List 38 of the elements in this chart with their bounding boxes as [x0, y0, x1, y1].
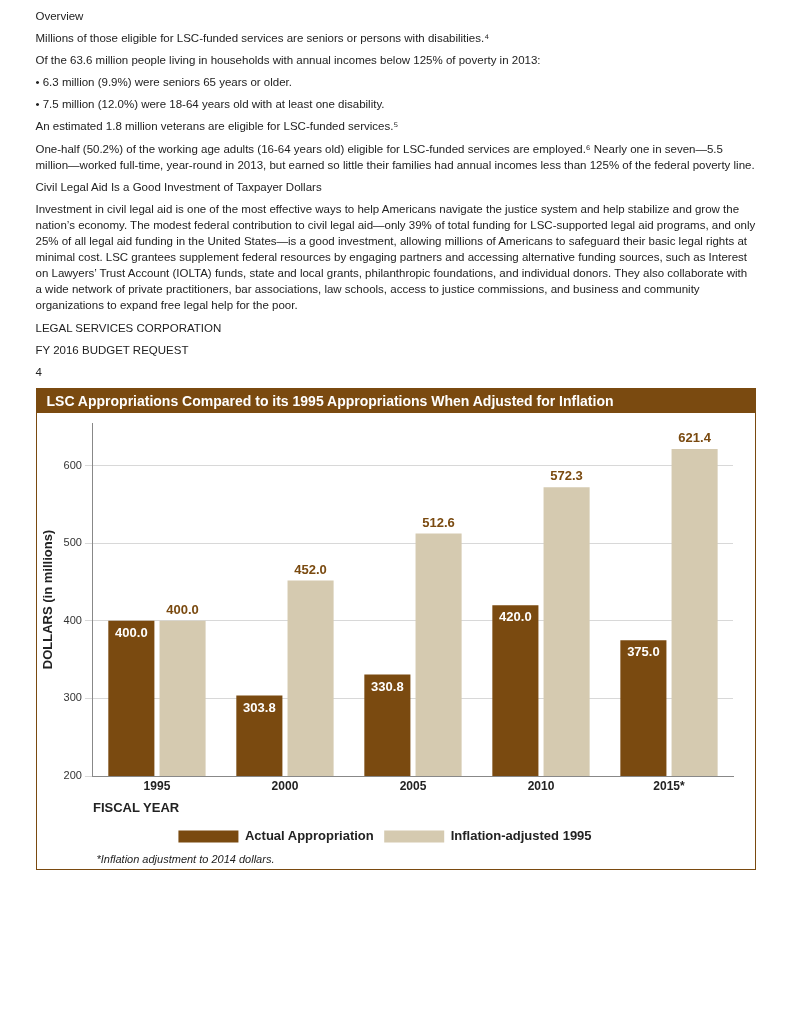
- text: FY 2016 BUDGET REQUEST: [35, 342, 190, 358]
- data-label: 420.0: [498, 609, 532, 625]
- x-tick-label: 2015*: [652, 778, 685, 793]
- y-tick-label: 200: [63, 768, 82, 781]
- legend-label: Actual Appropriation: [244, 827, 374, 843]
- text: Investment in civil legal aid is one of the most effective ways to help Americans navigate the justice system and help stabilize and grow the nation’s economy. The modest federal contribution to civil legal aid—only 39% of total funding for LSC-supported legal aid programs, and only 25% of all legal aid funding in the United States—is a good investment, allowing millions of Americans to safeguard their basic legal rights at minimal cost. LSC grantees supplement federal resources by engaging partners and accessing alternative funding sources, such as Interest on Lawyers’ Trust Account (IOLTA) funds, state and local grants, philanthropic foundations, and individual donors. They also collaborate with a wide network of private practitioners, bar associations, law schools, access to justice commissions, and business and community organizations to expand free legal help for the poor.: [35, 201, 756, 314]
- y-axis-title: DOLLARS (in millions): [39, 529, 55, 669]
- data-label: 452.0: [293, 561, 327, 577]
- legend-label: Inflation-adjusted 1995: [450, 827, 592, 843]
- text: 4: [35, 364, 43, 380]
- y-tick-label: 400: [63, 613, 82, 626]
- text: One-half (50.2%) of the working age adults (16-64 years old) eligible for LSC-funded services are employed.⁶ Nearly one in seven—5.5 million—worked full-time, year-round in 2013, but earned so little their families had annual incomes less than 125% of the federal poverty line.: [35, 141, 756, 173]
- text: Millions of those eligible for LSC-funded services are seniors or persons with disabilities.⁴: [35, 31, 491, 47]
- data-label: 621.4: [677, 429, 712, 445]
- data-label: 400.0: [114, 624, 148, 640]
- text: *Inflation adjustment to 2014 dollars.: [95, 852, 276, 867]
- y-tick-label: 300: [63, 691, 82, 704]
- x-tick-label: 1995: [143, 778, 171, 793]
- y-tick-label: 500: [63, 536, 82, 549]
- text: Overview: [35, 9, 85, 24]
- text: • 7.5 million (12.0%) were 18-64 years old with at least one disability.: [35, 97, 386, 113]
- data-label: 303.8: [242, 699, 276, 715]
- text: Of the 63.6 million people living in households with annual incomes below 125% of poverty in 2013:: [35, 53, 542, 69]
- x-axis-title: FISCAL YEAR: [92, 799, 180, 815]
- x-tick-label: 2005: [399, 778, 427, 793]
- data-label: 375.0: [626, 644, 660, 660]
- data-label: 572.3: [549, 468, 583, 484]
- data-label: 400.0: [165, 601, 199, 617]
- text: LEGAL SERVICES CORPORATION: [35, 320, 223, 336]
- data-label: 330.8: [370, 678, 404, 694]
- text: Civil Legal Aid Is a Good Investment of Taxpayer Dollars: [35, 179, 323, 195]
- chart-title: LSC Appropriations Compared to its 1995 Appropriations When Adjusted for Inflation: [36, 388, 755, 413]
- data-label: 512.6: [421, 514, 455, 530]
- text: • 6.3 million (9.9%) were seniors 65 years or older.: [35, 75, 293, 91]
- text: An estimated 1.8 million veterans are eligible for LSC-funded services.⁵: [35, 119, 400, 135]
- y-tick-label: 600: [63, 458, 82, 471]
- x-tick-label: 2010: [527, 778, 555, 793]
- x-tick-label: 2000: [271, 778, 299, 793]
